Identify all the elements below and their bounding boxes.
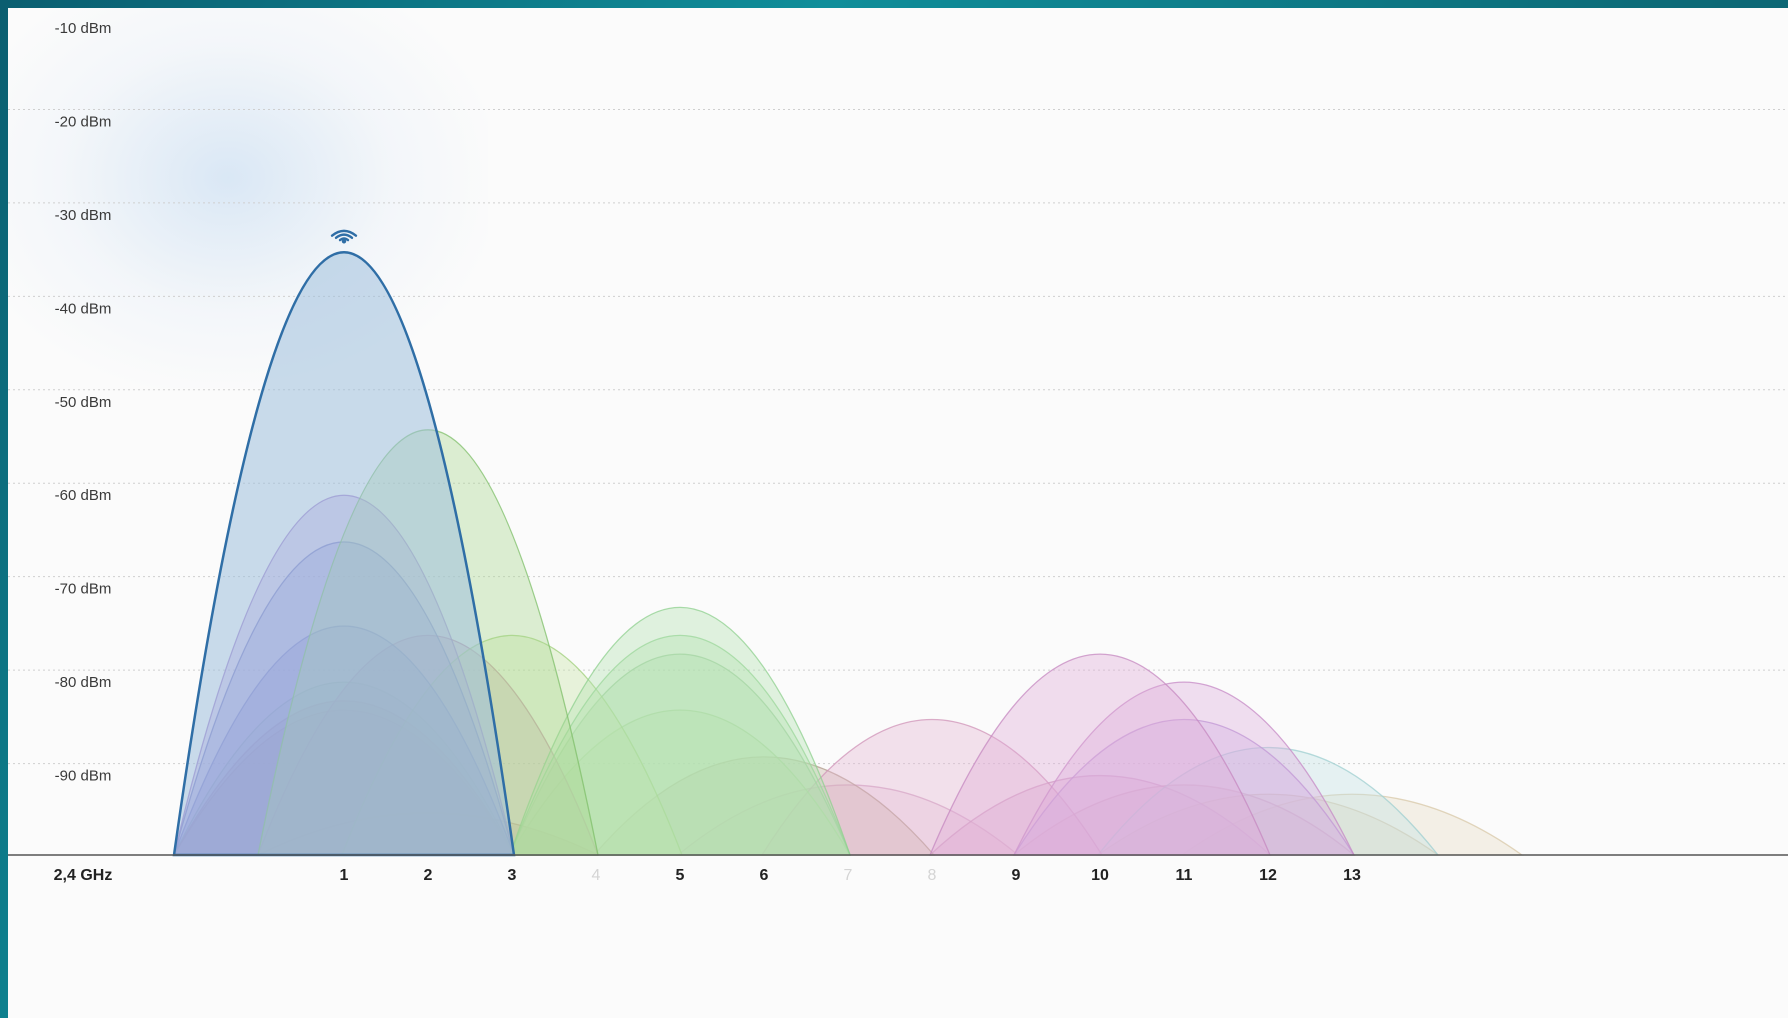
wifi-icon xyxy=(330,229,358,244)
wifi-dot xyxy=(341,239,347,244)
y-tick-label: -10 dBm xyxy=(55,20,112,37)
channel-label-10: 10 xyxy=(1091,867,1109,884)
y-tick-label: -80 dBm xyxy=(55,674,112,691)
channel-label-2: 2 xyxy=(424,867,433,884)
network-curve-ch10 xyxy=(928,775,1272,856)
network-curve-ch5 xyxy=(509,653,851,856)
network-curve-ch12 xyxy=(1096,746,1440,856)
channel-label-8: 8 xyxy=(928,867,937,884)
wifi-arc-middle xyxy=(334,233,354,240)
network-curve-ch10 xyxy=(929,653,1271,856)
y-axis-labels: -10 dBm -20 dBm -30 dBm -40 dBm -50 dBm -60 d… xyxy=(55,20,112,785)
y-tick-label: -60 dBm xyxy=(55,487,112,504)
channel-label-1: 1 xyxy=(340,867,349,884)
channel-label-5: 5 xyxy=(676,867,685,884)
network-curve-ch5 xyxy=(509,634,851,856)
channel-label-12: 12 xyxy=(1259,867,1277,884)
network-curve-ch11 xyxy=(1012,681,1356,856)
network-curve-ch11 xyxy=(1012,718,1356,856)
network-curve-ch13 xyxy=(1179,793,1525,856)
y-tick-label: -70 dBm xyxy=(55,581,112,598)
channel-label-3: 3 xyxy=(508,867,517,884)
wifi-arc-outer xyxy=(330,229,358,237)
y-tick-label: -50 dBm xyxy=(55,394,112,411)
channel-label-9: 9 xyxy=(1012,867,1021,884)
channel-label-7: 7 xyxy=(844,867,853,884)
channel-label-11: 11 xyxy=(1176,867,1193,884)
network-curve-ch5 xyxy=(509,607,851,856)
network-curve-ch8 xyxy=(760,718,1104,856)
wifi-arc-inner xyxy=(338,237,350,242)
network-curve-ch6 xyxy=(592,756,936,856)
network-curve-ch1 xyxy=(172,251,516,857)
wifi-analyzer-chart-panel: -10 dBm -20 dBm -30 dBm -40 dBm -50 dBm -60 d… xyxy=(8,8,1788,1018)
network-curve-ch5 xyxy=(508,709,852,856)
band-label: 2,4 GHz xyxy=(54,867,113,884)
channel-signal-chart: -10 dBm -20 dBm -30 dBm -40 dBm -50 dBm -60 d… xyxy=(8,20,1788,884)
network-curve-ch12 xyxy=(1095,793,1441,856)
y-tick-label: -40 dBm xyxy=(55,300,112,317)
channel-label-13: 13 xyxy=(1343,867,1361,884)
channel-label-4: 4 xyxy=(592,867,601,884)
y-tick-label: -90 dBm xyxy=(55,768,112,785)
channel-label-6: 6 xyxy=(760,867,769,884)
y-tick-label: -30 dBm xyxy=(55,207,112,224)
network-curves xyxy=(172,251,1525,857)
y-tick-label: -20 dBm xyxy=(55,113,112,130)
network-curve-ch11 xyxy=(1012,784,1356,856)
x-axis-labels: 2,4 GHz 1 2 3 4 5 6 7 8 9 10 11 12 13 xyxy=(54,867,1361,884)
